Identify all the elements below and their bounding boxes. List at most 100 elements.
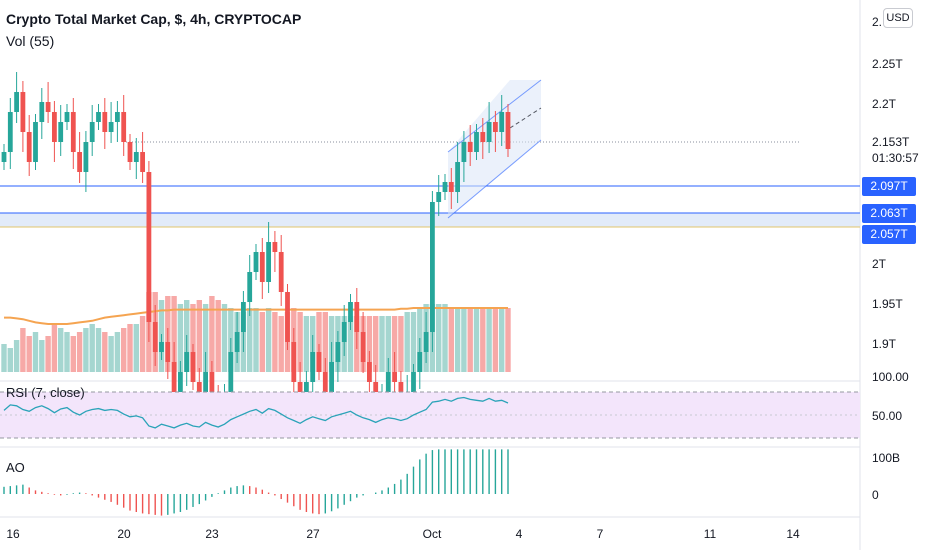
candle-body	[272, 242, 278, 252]
candle-body	[14, 92, 19, 112]
candle-body	[367, 362, 372, 382]
volume-bar	[505, 308, 511, 372]
volume-bar	[108, 336, 114, 372]
candle-body	[417, 352, 423, 372]
volume-bar	[278, 316, 284, 372]
candle-body	[480, 132, 486, 142]
candle-body	[39, 102, 45, 122]
volume-label: Vol (55)	[6, 33, 55, 49]
candle-body	[133, 152, 139, 162]
volume-bar	[272, 312, 278, 372]
candle-body	[1, 152, 7, 162]
candle-body	[329, 362, 334, 392]
volume-bar	[303, 316, 310, 372]
grid	[0, 0, 861, 550]
candle-body	[474, 132, 479, 152]
candle-body	[486, 122, 492, 142]
candle-body	[209, 372, 215, 402]
volume-bar	[196, 300, 202, 372]
candle-body	[152, 322, 158, 352]
volume-bar	[133, 324, 139, 372]
volume-bar	[32, 332, 39, 372]
candle-body	[83, 142, 89, 172]
candle-body	[20, 92, 26, 132]
candle-body	[70, 112, 76, 152]
candle-body	[96, 112, 101, 122]
candle-body	[45, 102, 51, 112]
time-tick-label: 4	[516, 527, 523, 541]
candle-body	[436, 192, 442, 202]
volume-bar	[127, 324, 133, 372]
volume-bar	[39, 340, 45, 372]
volume-bar	[373, 316, 379, 372]
channel-lower	[447, 139, 542, 219]
volume-bar	[259, 312, 265, 372]
volume-bar	[347, 316, 354, 372]
candle-body	[360, 332, 366, 362]
volume-bar	[454, 308, 461, 372]
candle-body	[64, 112, 70, 122]
countdown-label: 01:30:57	[872, 151, 919, 165]
axes: 2. 2.25T 2.2T 2.153T 2T 1.95T 1.9T 01:30:57 100.…	[6, 15, 919, 541]
volume-bar	[442, 304, 448, 372]
volume-bar	[45, 336, 51, 372]
channel-fill	[448, 80, 541, 218]
candle-body	[423, 332, 429, 352]
candle-body	[108, 122, 114, 132]
candle-body	[259, 252, 265, 282]
candle-body	[165, 342, 171, 362]
candle-body	[455, 162, 460, 192]
time-tick-label: Oct	[423, 527, 442, 541]
price-tag-level-2: 2.063T	[862, 204, 916, 223]
volume-bar	[215, 300, 221, 372]
rsi-label: RSI (7, close)	[6, 385, 85, 400]
candle-body	[335, 342, 341, 362]
candle-body	[102, 112, 108, 132]
ao-tick-label: 0	[872, 488, 879, 502]
candle-body	[241, 302, 246, 332]
time-tick-label: 23	[205, 527, 219, 541]
volume-bar	[473, 308, 480, 372]
volume-bar	[76, 332, 83, 372]
price-tick-label: 2.	[872, 15, 882, 29]
candle-body	[127, 142, 133, 162]
ao-tick-label: 100B	[872, 451, 900, 465]
price-tick-label: 1.9T	[872, 337, 897, 351]
candle-body	[266, 242, 271, 282]
time-tick-label: 7	[597, 527, 604, 541]
volume-bar	[51, 324, 58, 372]
volume-bar	[139, 316, 146, 372]
candle-body	[448, 182, 454, 192]
candle-body	[467, 142, 473, 152]
volume-bar	[20, 328, 26, 372]
candle-body	[310, 352, 316, 382]
candle-body	[33, 122, 38, 162]
volume-bar	[322, 312, 328, 372]
candle-body	[499, 112, 505, 132]
candle-body	[385, 372, 391, 392]
candle-body	[26, 132, 32, 162]
price-tick-label: 2T	[872, 257, 887, 271]
volume-ma-line	[4, 307, 508, 325]
candle-body	[253, 252, 259, 272]
volume-bar	[486, 308, 492, 372]
candle-body	[291, 342, 297, 382]
price-tick-label: 2.2T	[872, 97, 897, 111]
volume-bar	[13, 340, 20, 372]
currency-button[interactable]: USD	[883, 8, 913, 28]
volume-bar	[499, 308, 505, 372]
volume-bar	[247, 308, 253, 372]
volume-bar	[461, 308, 467, 372]
candle-body	[7, 112, 13, 152]
candle-body	[442, 182, 448, 192]
candle-body	[341, 322, 347, 342]
volume-bar	[121, 328, 127, 372]
volume-bar	[398, 316, 404, 372]
volume-moving-average	[4, 307, 508, 325]
volume-bar	[209, 296, 215, 372]
candle-body	[348, 302, 353, 322]
volume-bar	[385, 316, 391, 372]
candle-body	[171, 362, 177, 392]
